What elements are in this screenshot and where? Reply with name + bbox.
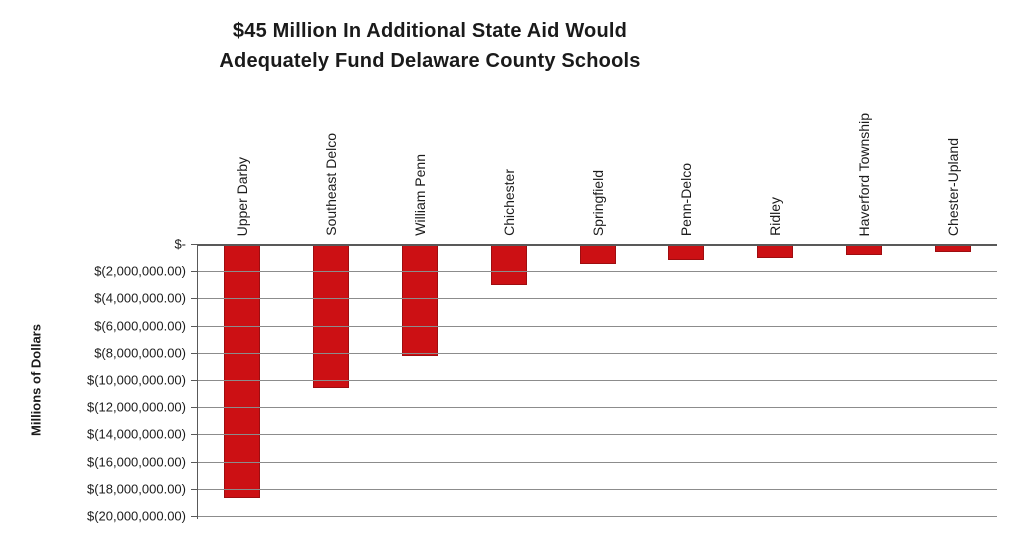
- y-axis-tick-labels: $- $(2,000,000.00) $(4,000,000.00) $(6,000,…: [0, 237, 188, 524]
- category-label-penn-delco: Penn-Delco: [678, 162, 695, 236]
- category-slot-chester-upland: Chester-Upland: [908, 80, 997, 238]
- chart-title: $45 Million In Additional State Aid Woul…: [0, 16, 860, 76]
- category-axis-labels: Upper Darby Southeast Delco William Penn Ch…: [198, 80, 997, 238]
- bar-slot-springfield: [553, 244, 642, 516]
- y-axis-tick: [191, 352, 198, 354]
- category-slot-upper-darby: Upper Darby: [198, 80, 287, 238]
- bar-slot-chichester: [464, 244, 553, 516]
- y-axis-tick: [191, 325, 198, 327]
- y-tick-label: $(8,000,000.00): [94, 345, 186, 361]
- y-tick-label: $(14,000,000.00): [86, 426, 186, 442]
- category-label-chichester: Chichester: [500, 169, 517, 236]
- category-label-southeast-delco: Southeast Delco: [323, 133, 340, 236]
- bar-chester-upland: [934, 244, 971, 253]
- category-slot-penn-delco: Penn-Delco: [642, 80, 731, 238]
- y-tick-label: $(10,000,000.00): [86, 372, 186, 388]
- y-axis-tick: [191, 244, 198, 245]
- gridline: [198, 461, 997, 463]
- category-label-william-penn: William Penn: [411, 154, 428, 236]
- category-slot-chichester: Chichester: [464, 80, 553, 238]
- gridline: [198, 298, 997, 300]
- bar-springfield: [579, 244, 616, 265]
- y-axis-line: [197, 244, 198, 519]
- plot-area: [191, 244, 997, 519]
- y-axis-tick: [191, 516, 198, 517]
- y-tick-label: $-: [174, 236, 186, 252]
- y-axis-tick: [191, 434, 198, 436]
- category-label-upper-darby: Upper Darby: [234, 156, 251, 236]
- bar-ridley: [757, 244, 794, 258]
- category-slot-william-penn: William Penn: [376, 80, 465, 238]
- gridline: [198, 325, 997, 327]
- y-tick-label: $(2,000,000.00): [94, 263, 186, 279]
- category-slot-haverford-township: Haverford Township: [819, 80, 908, 238]
- gridline: [198, 488, 997, 490]
- bar-upper-darby: [224, 244, 261, 499]
- gridline: [198, 516, 997, 517]
- category-slot-ridley: Ridley: [731, 80, 820, 238]
- y-tick-label: $(4,000,000.00): [94, 290, 186, 306]
- y-axis-tick: [191, 461, 198, 463]
- category-label-chester-upland: Chester-Upland: [944, 137, 961, 236]
- y-tick-label: $(16,000,000.00): [86, 454, 186, 470]
- bar-slot-haverford-township: [819, 244, 908, 516]
- bar-slot-ridley: [731, 244, 820, 516]
- y-tick-label: $(12,000,000.00): [86, 399, 186, 415]
- category-label-springfield: Springfield: [589, 169, 606, 236]
- gridline: [198, 407, 997, 409]
- gridline: [198, 434, 997, 436]
- y-axis-tick: [191, 298, 198, 300]
- bar-slot-william-penn: [376, 244, 465, 516]
- y-tick-label: $(20,000,000.00): [86, 508, 186, 524]
- y-axis-tick: [191, 407, 198, 409]
- bar-slot-southeast-delco: [287, 244, 376, 516]
- y-axis-tick: [191, 380, 198, 381]
- category-label-ridley: Ridley: [767, 197, 784, 236]
- bar-southeast-delco: [313, 244, 350, 389]
- y-tick-label: $(6,000,000.00): [94, 318, 186, 334]
- category-slot-springfield: Springfield: [553, 80, 642, 238]
- zero-axis-line: [198, 244, 997, 246]
- bar-slot-penn-delco: [642, 244, 731, 516]
- bar-slot-chester-upland: [908, 244, 997, 516]
- gridline: [198, 380, 997, 381]
- y-axis-tick: [191, 488, 198, 490]
- bar-series: [198, 244, 997, 516]
- category-label-haverford-township: Haverford Township: [855, 112, 872, 236]
- y-axis-tick: [191, 271, 198, 273]
- category-slot-southeast-delco: Southeast Delco: [287, 80, 376, 238]
- bar-haverford-township: [845, 244, 882, 255]
- bar-chichester: [490, 244, 527, 285]
- bar-william-penn: [401, 244, 438, 356]
- gridline: [198, 271, 997, 273]
- chart-title-line-1: $45 Million In Additional State Aid Woul…: [232, 20, 628, 42]
- bar-slot-upper-darby: [198, 244, 287, 516]
- y-tick-label: $(18,000,000.00): [86, 481, 186, 497]
- gridline: [198, 352, 997, 354]
- chart-title-line-2: Adequately Fund Delaware County Schools: [219, 50, 641, 72]
- bar-penn-delco: [668, 244, 705, 261]
